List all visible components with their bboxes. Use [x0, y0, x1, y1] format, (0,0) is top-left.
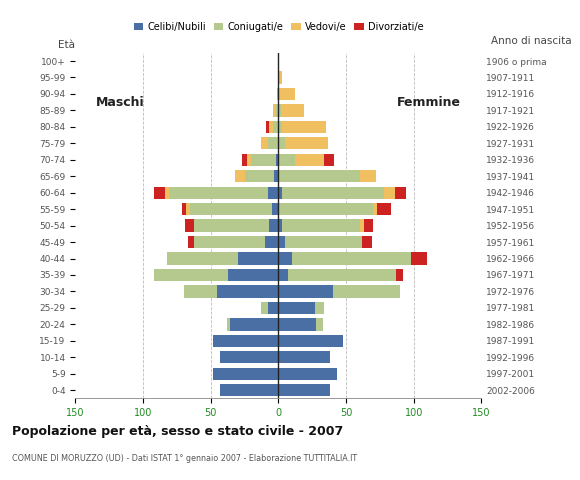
Bar — [269, 219, 278, 232]
Bar — [315, 302, 324, 314]
Bar — [373, 203, 377, 216]
Bar — [411, 252, 427, 264]
Bar — [362, 236, 372, 248]
Bar — [267, 187, 278, 199]
Bar — [285, 236, 362, 248]
Bar — [276, 154, 278, 166]
Bar — [220, 351, 278, 363]
Bar — [182, 203, 186, 216]
Bar — [277, 88, 278, 100]
Bar — [229, 269, 278, 281]
Bar — [230, 318, 278, 331]
Bar — [278, 187, 282, 199]
Bar — [292, 252, 411, 264]
Bar — [281, 104, 304, 117]
Bar — [285, 137, 328, 149]
Bar — [265, 236, 278, 248]
Bar — [213, 368, 278, 380]
Bar — [282, 187, 384, 199]
Bar — [278, 252, 292, 264]
Bar — [218, 285, 278, 298]
Bar — [261, 137, 267, 149]
Bar — [360, 219, 364, 232]
Bar — [194, 236, 265, 248]
Bar — [242, 154, 247, 166]
Bar — [324, 154, 334, 166]
Bar — [261, 302, 267, 314]
Bar — [384, 187, 395, 199]
Bar — [154, 187, 165, 199]
Bar — [278, 120, 282, 133]
Bar — [194, 219, 269, 232]
Bar — [282, 120, 326, 133]
Text: COMUNE DI MORUZZO (UD) - Dati ISTAT 1° gennaio 2007 - Elaborazione TUTTITALIA.IT: COMUNE DI MORUZZO (UD) - Dati ISTAT 1° g… — [12, 454, 357, 463]
Text: Femmine: Femmine — [397, 96, 461, 108]
Bar — [278, 104, 281, 117]
Bar — [273, 120, 278, 133]
Bar — [396, 269, 403, 281]
Bar — [273, 104, 276, 117]
Bar — [364, 219, 373, 232]
Bar — [169, 187, 267, 199]
Bar — [267, 137, 278, 149]
Bar — [247, 154, 251, 166]
Bar — [278, 368, 336, 380]
Bar — [188, 236, 194, 248]
Bar — [269, 120, 273, 133]
Text: Anno di nascita: Anno di nascita — [491, 36, 571, 46]
Bar — [266, 120, 269, 133]
Bar — [278, 285, 332, 298]
Bar — [278, 302, 315, 314]
Text: Età: Età — [59, 39, 75, 49]
Bar — [395, 187, 405, 199]
Bar — [245, 170, 274, 182]
Bar — [278, 318, 316, 331]
Bar — [185, 219, 194, 232]
Bar — [184, 285, 218, 298]
Bar — [213, 335, 278, 347]
Bar — [278, 170, 360, 182]
Bar — [278, 154, 295, 166]
Bar — [278, 384, 330, 396]
Bar — [278, 72, 282, 84]
Bar — [288, 269, 396, 281]
Text: Popolazione per età, sesso e stato civile - 2007: Popolazione per età, sesso e stato civil… — [12, 425, 343, 438]
Bar — [271, 203, 278, 216]
Bar — [278, 137, 285, 149]
Bar — [278, 335, 343, 347]
Text: Maschi: Maschi — [96, 96, 144, 108]
Bar — [190, 203, 271, 216]
Bar — [186, 203, 190, 216]
Bar — [220, 384, 278, 396]
Bar — [251, 154, 276, 166]
Bar — [332, 285, 400, 298]
Bar — [154, 269, 229, 281]
Bar — [278, 269, 288, 281]
Bar — [267, 302, 278, 314]
Bar — [278, 88, 295, 100]
Bar — [377, 203, 391, 216]
Bar — [278, 219, 282, 232]
Bar — [278, 236, 285, 248]
Bar — [238, 252, 278, 264]
Bar — [295, 154, 324, 166]
Bar — [165, 187, 169, 199]
Bar — [360, 170, 376, 182]
Bar — [278, 203, 373, 216]
Bar — [276, 104, 278, 117]
Bar — [278, 351, 330, 363]
Bar — [168, 252, 238, 264]
Bar — [235, 170, 245, 182]
Bar — [227, 318, 230, 331]
Bar — [274, 170, 278, 182]
Bar — [282, 219, 360, 232]
Bar — [316, 318, 323, 331]
Legend: Celibi/Nubili, Coniugati/e, Vedovi/e, Divorziati/e: Celibi/Nubili, Coniugati/e, Vedovi/e, Di… — [130, 18, 427, 36]
